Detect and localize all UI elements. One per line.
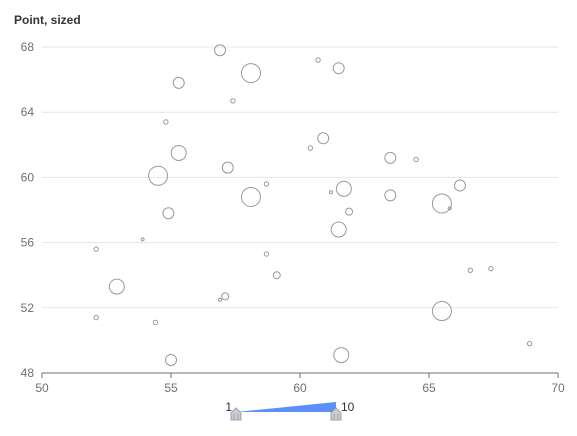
- data-point: [152, 319, 159, 326]
- data-point: [240, 63, 261, 84]
- visual-map-bar: [236, 402, 336, 412]
- data-point: [467, 267, 473, 274]
- data-point: [263, 181, 270, 187]
- visual-map-min-label: 1: [225, 400, 232, 414]
- y-tick-label: 68: [21, 40, 35, 54]
- data-point: [214, 44, 227, 57]
- data-point: [162, 207, 175, 220]
- x-tick-label: 60: [293, 381, 307, 395]
- data-point: [431, 193, 452, 214]
- data-point: [172, 76, 185, 89]
- data-point: [140, 237, 145, 242]
- data-point: [384, 189, 397, 202]
- data-point: [148, 165, 169, 186]
- data-point: [526, 340, 533, 347]
- data-point: [431, 301, 452, 322]
- handle-icon[interactable]: [230, 407, 242, 421]
- data-point: [165, 353, 177, 366]
- visual-map-min-handle[interactable]: [230, 407, 242, 421]
- visual-map-slider[interactable]: 1 10: [225, 400, 355, 421]
- data-point: [93, 314, 99, 321]
- y-tick-label: 64: [21, 105, 35, 119]
- data-point: [332, 62, 345, 75]
- data-point: [384, 151, 397, 164]
- x-tick-label: 55: [164, 381, 178, 395]
- data-point: [163, 119, 169, 125]
- x-tick-label: 65: [422, 381, 436, 395]
- data-point: [335, 180, 352, 197]
- data-point: [218, 297, 223, 302]
- data-point: [317, 132, 330, 145]
- data-point: [221, 292, 230, 301]
- data-point: [315, 57, 321, 63]
- data-point: [263, 251, 270, 257]
- data-point: [240, 186, 261, 207]
- data-point: [272, 271, 281, 280]
- x-axis: 50 55 60 65 70: [35, 372, 565, 395]
- data-point: [453, 179, 466, 192]
- data-point: [413, 156, 419, 163]
- y-tick-label: 48: [21, 366, 35, 380]
- visual-map-max-label: 10: [341, 400, 355, 414]
- data-point: [447, 206, 452, 211]
- data-point: [345, 207, 354, 216]
- data-points: [93, 44, 533, 366]
- data-point: [488, 265, 494, 272]
- data-point: [170, 144, 187, 161]
- gridlines: [42, 46, 558, 309]
- data-point: [230, 98, 236, 104]
- y-tick-label: 60: [21, 170, 35, 184]
- data-point: [330, 221, 347, 238]
- x-tick-label: 50: [35, 381, 49, 395]
- data-point: [328, 190, 333, 195]
- chart-title: Point, sized: [14, 13, 81, 27]
- data-point: [108, 278, 125, 295]
- data-point: [221, 161, 234, 174]
- x-tick-label: 70: [551, 381, 565, 395]
- data-point: [307, 145, 314, 151]
- visual-map-max-handle[interactable]: [330, 407, 342, 421]
- data-point: [333, 347, 350, 364]
- y-axis-labels: 48 52 56 60 64 68: [21, 40, 35, 380]
- y-tick-label: 52: [21, 301, 35, 315]
- y-tick-label: 56: [21, 236, 35, 250]
- data-point: [93, 246, 99, 252]
